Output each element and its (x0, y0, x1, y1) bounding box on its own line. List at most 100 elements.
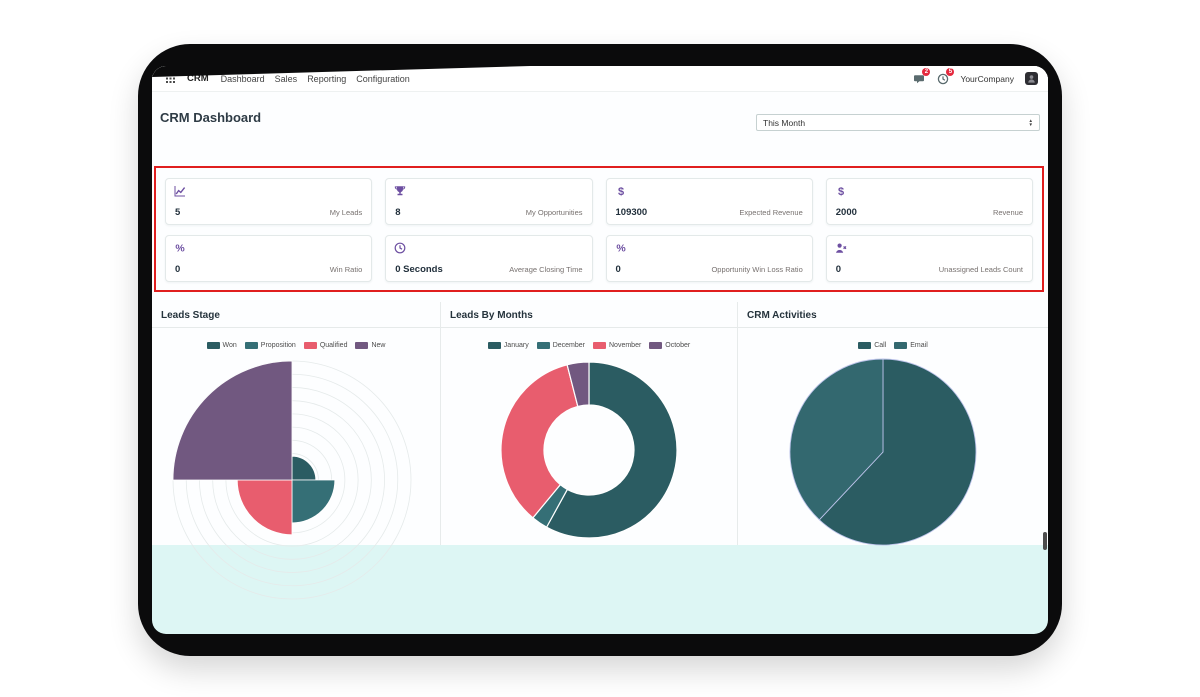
slice-proposition[interactable] (291, 479, 336, 524)
chat-bubble-icon (913, 74, 924, 83)
clock-icon (394, 241, 406, 254)
panel-title: Leads Stage (152, 302, 440, 328)
kpi-card-win-ratio[interactable]: % 0 Win Ratio (165, 235, 373, 282)
legend-swatch (244, 342, 258, 349)
slice-october[interactable] (566, 361, 590, 408)
kpi-label: My Leads (329, 208, 363, 217)
slice-won[interactable] (291, 455, 317, 481)
vertical-scrollbar-thumb[interactable] (1043, 532, 1047, 550)
kpi-value: 0 Seconds (395, 264, 443, 275)
kpi-card-opportunity-win-loss-ratio[interactable]: % 0 Opportunity Win Loss Ratio (605, 235, 813, 282)
slice-november[interactable] (500, 364, 579, 519)
period-filter-select[interactable]: This Month ▲ ▼ (756, 114, 1040, 131)
panel-leads-stage: Leads Stage Won Proposition Qualified New (152, 302, 440, 600)
slice-qualified[interactable] (236, 479, 293, 536)
kpi-card-expected-revenue[interactable]: $ 109300 Expected Revenue (605, 178, 813, 225)
percent-icon: % (174, 241, 186, 255)
kpi-value: 5 (175, 207, 181, 218)
page-title: CRM Dashboard (160, 110, 262, 125)
svg-text:$: $ (617, 186, 623, 197)
legend-item-call[interactable]: Call (858, 342, 886, 349)
legend-item-new[interactable]: New (355, 342, 385, 349)
kpi-value: 109300 (615, 207, 648, 218)
select-arrows-icon: ▲ ▼ (1028, 117, 1033, 127)
chart-legend: January December November October (441, 342, 737, 349)
legend-swatch (894, 342, 908, 349)
legend-label: October (665, 342, 691, 349)
kpi-label: Revenue (992, 208, 1023, 217)
svg-text:%: % (175, 243, 185, 254)
legend-item-january[interactable]: January (487, 342, 529, 349)
kpi-value: 0 (175, 264, 181, 275)
doughnut-chart (500, 361, 678, 539)
legend-item-email[interactable]: Email (894, 342, 928, 349)
kpi-label: My Opportunities (525, 208, 583, 217)
app-brand[interactable]: CRM (187, 73, 209, 84)
messages-badge: 2 (922, 68, 931, 76)
legend-label: Proposition (260, 342, 296, 349)
user-x-icon (835, 241, 847, 253)
clock-icon (937, 73, 949, 84)
kpi-value: 0 (615, 264, 621, 275)
legend-item-won[interactable]: Won (206, 342, 237, 349)
legend-item-november[interactable]: November (593, 342, 641, 349)
panel-crm-activities: CRM Activities Call Email (737, 302, 1048, 546)
legend-swatch (487, 342, 501, 349)
svg-text:$: $ (838, 186, 844, 197)
device-frame: CRM Dashboard Sales Reporting Configurat… (138, 44, 1062, 656)
slice-new[interactable] (172, 360, 293, 481)
legend-label: Email (910, 342, 928, 349)
percent-icon: % (615, 241, 627, 255)
activities-badge: 5 (946, 68, 955, 76)
menu-configuration[interactable]: Configuration (356, 73, 410, 84)
kpi-card-average-closing-time[interactable]: 0 Seconds Average Closing Time (385, 235, 593, 282)
menu-sales[interactable]: Sales (274, 73, 298, 84)
slice-call[interactable] (818, 358, 977, 546)
legend-swatch (858, 342, 872, 349)
dollar-icon: $ (835, 184, 847, 198)
panel-leads-by-months: Leads By Months January December November O… (440, 302, 737, 545)
polar-area-chart (172, 360, 412, 600)
svg-text:%: % (616, 243, 626, 254)
activities-icon[interactable]: 5 (936, 68, 955, 85)
user-icon (1028, 75, 1035, 83)
kpi-card-my-leads[interactable]: 5 My Leads (165, 178, 373, 225)
kpi-card-revenue[interactable]: $ 2000 Revenue (825, 178, 1033, 225)
legend-swatch (355, 342, 369, 349)
legend-swatch (649, 342, 663, 349)
legend-swatch (303, 342, 317, 349)
legend-item-proposition[interactable]: Proposition (244, 342, 296, 349)
trophy-icon (394, 184, 406, 196)
kpi-value: 8 (395, 207, 401, 218)
kpi-card-unassigned-leads-count[interactable]: 0 Unassigned Leads Count (825, 235, 1033, 282)
kpi-label: Opportunity Win Loss Ratio (711, 265, 803, 274)
kpi-card-my-opportunities[interactable]: 8 My Opportunities (385, 178, 593, 225)
panel-title: CRM Activities (738, 302, 1048, 328)
dollar-icon: $ (615, 184, 627, 198)
user-avatar[interactable] (1025, 72, 1038, 85)
kpi-value: 0 (835, 264, 842, 275)
legend-swatch (536, 342, 550, 349)
messages-icon[interactable]: 2 (912, 68, 931, 85)
kpi-label: Expected Revenue (739, 208, 803, 217)
kpi-label: Win Ratio (329, 265, 363, 274)
kpi-value: 2000 (835, 207, 857, 218)
legend-swatch (206, 342, 220, 349)
slice-email[interactable] (789, 358, 884, 521)
legend-item-december[interactable]: December (536, 342, 585, 349)
legend-label: New (371, 342, 386, 349)
menu-reporting[interactable]: Reporting (307, 73, 347, 84)
line-chart-icon (174, 184, 186, 197)
legend-swatch (593, 342, 606, 349)
slice-january[interactable] (545, 361, 678, 539)
chart-legend: Won Proposition Qualified New (152, 342, 440, 349)
legend-item-october[interactable]: October (649, 342, 690, 349)
kpi-annotation-box: 5 My Leads 8 My Opportunities (154, 166, 1044, 292)
legend-item-qualified[interactable]: Qualified (303, 342, 347, 349)
device-bezel-wedge (152, 66, 530, 77)
device-screen: CRM Dashboard Sales Reporting Configurat… (152, 66, 1048, 634)
period-filter-value: This Month (763, 117, 806, 128)
company-name[interactable]: YourCompany (960, 73, 1014, 84)
kpi-label: Unassigned Leads Count (938, 265, 1023, 274)
menu-dashboard[interactable]: Dashboard (220, 73, 265, 84)
